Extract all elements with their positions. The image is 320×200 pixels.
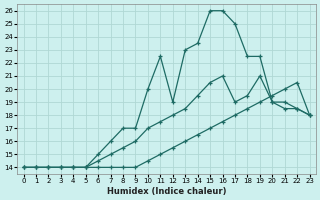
X-axis label: Humidex (Indice chaleur): Humidex (Indice chaleur)	[107, 187, 226, 196]
